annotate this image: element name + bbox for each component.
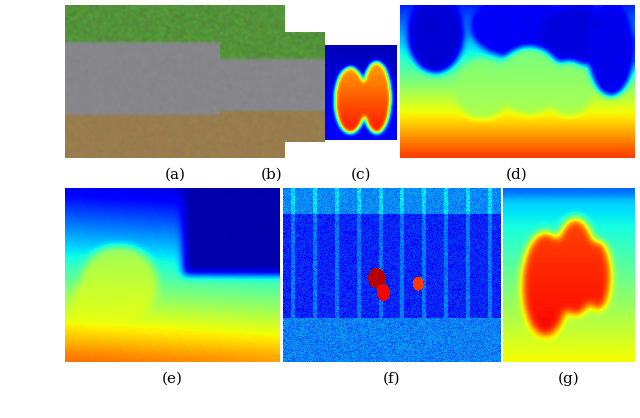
Text: (g): (g) [558, 372, 580, 386]
Text: (a): (a) [164, 168, 186, 182]
Text: (d): (d) [506, 168, 528, 182]
Text: (f): (f) [383, 372, 401, 386]
Text: (e): (e) [161, 372, 182, 386]
Text: (b): (b) [261, 168, 283, 182]
Text: (c): (c) [351, 168, 371, 182]
